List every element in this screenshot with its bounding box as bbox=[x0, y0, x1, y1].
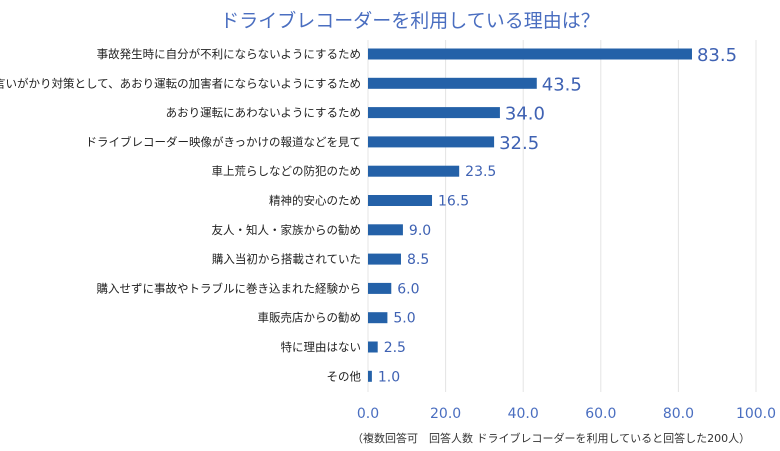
data-label: 32.5 bbox=[499, 133, 539, 154]
bar bbox=[368, 77, 537, 89]
category-label: あおり運転にあわないようにするため bbox=[166, 106, 361, 120]
x-tick-label: 60.0 bbox=[585, 406, 616, 422]
category-label: 車上荒らしなどの防犯のため bbox=[212, 164, 362, 178]
bar bbox=[368, 370, 372, 382]
x-tick-label: 100.0 bbox=[736, 406, 776, 422]
category-label: 精神的安心のため bbox=[269, 194, 361, 208]
category-label: 購入当初から搭載されていた bbox=[212, 252, 361, 266]
category-label: 特に理由はない bbox=[281, 340, 362, 354]
chart-note: （複数回答可 回答人数 ドライブレコーダーを利用していると回答した200人） bbox=[352, 432, 751, 445]
bar bbox=[368, 195, 433, 206]
x-tick-label: 0.0 bbox=[357, 406, 379, 422]
data-label: 16.5 bbox=[438, 194, 469, 210]
x-tick-label: 40.0 bbox=[508, 406, 539, 422]
x-tick-label: 80.0 bbox=[663, 406, 694, 422]
data-label: 83.5 bbox=[697, 45, 737, 66]
category-label: 事故発生時に自分が不利にならないようにするため bbox=[97, 47, 361, 61]
data-label: 1.0 bbox=[378, 369, 400, 385]
x-tick-label: 20.0 bbox=[430, 406, 461, 422]
data-label: 2.5 bbox=[384, 340, 406, 356]
chart-title: ドライブレコーダーを利用している理由は？ bbox=[220, 10, 600, 32]
data-label: 8.5 bbox=[407, 252, 429, 268]
bar bbox=[368, 224, 403, 236]
category-label: 言いがかり対策として、あおり運転の加害者にならないようにするため bbox=[0, 76, 361, 90]
data-label: 6.0 bbox=[397, 281, 419, 297]
category-label: ドライブレコーダー映像がきっかけの報道などを見て bbox=[85, 135, 361, 149]
category-label: 車販売店からの勧め bbox=[258, 311, 362, 325]
category-label: 友人・知人・家族からの勧め bbox=[212, 223, 362, 237]
bar bbox=[368, 253, 401, 265]
bar bbox=[368, 48, 692, 60]
data-label: 5.0 bbox=[393, 311, 415, 327]
bar bbox=[368, 165, 460, 177]
bar bbox=[368, 312, 388, 324]
bar bbox=[368, 136, 495, 148]
bar bbox=[368, 341, 378, 353]
bar bbox=[368, 282, 392, 294]
bar bbox=[368, 107, 500, 119]
data-label: 43.5 bbox=[542, 74, 582, 95]
data-label: 23.5 bbox=[465, 164, 496, 180]
data-label: 34.0 bbox=[505, 104, 545, 125]
category-label: その他 bbox=[327, 369, 362, 383]
category-label: 購入せずに事故やトラブルに巻き込まれた経験から bbox=[97, 281, 362, 295]
data-label: 9.0 bbox=[409, 223, 431, 239]
